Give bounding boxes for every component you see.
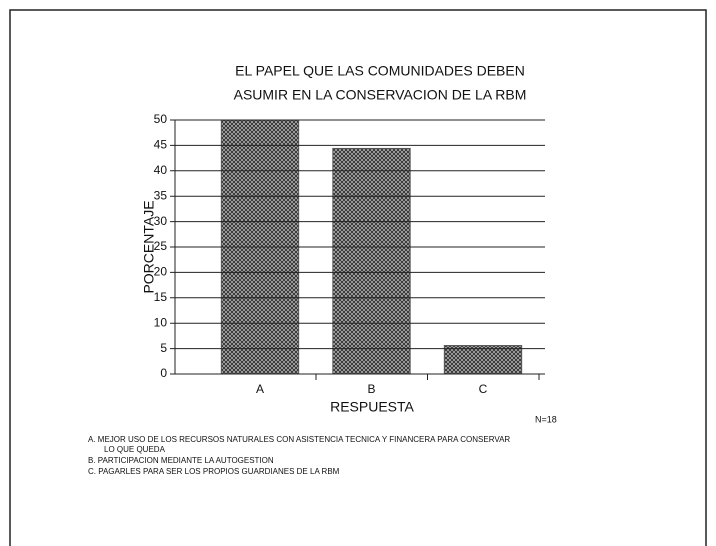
y-tick-label: 40 [154,163,168,177]
x-tick-label: B [367,382,375,396]
frame [9,9,707,546]
y-tick-label: 45 [154,138,168,152]
y-tick-label: 50 [154,112,168,126]
y-tick-label: 25 [154,239,168,253]
note: B. PARTICIPACION MEDIANTE LA AUTOGESTION [88,456,274,465]
x-tick-label: A [256,382,264,396]
y-tick-label: 20 [154,265,168,279]
annotation: N=18 [535,414,557,424]
y-tick-label: 35 [154,188,168,202]
note: C. PAGARLES PARA SER LOS PROPIOS GUARDIA… [88,467,340,476]
y-tick-label: 15 [154,290,168,304]
y-axis-label: PORCENTAJE [141,200,157,293]
y-tick-label: 5 [160,341,167,355]
y-tick-label: 10 [154,315,168,329]
note: LO QUE QUEDA [104,445,166,454]
bar [332,147,411,375]
y-tick-label: 0 [160,366,167,380]
x-tick-label: C [479,382,488,396]
note: A. MEJOR USO DE LOS RECURSOS NATURALES C… [88,435,510,444]
x-axis-label: RESPUESTA [330,399,414,415]
chart-title: EL PAPEL QUE LAS COMUNIDADES DEBEN [235,63,525,79]
chart-title: ASUMIR EN LA CONSERVACION DE LA RBM [234,87,527,103]
y-tick-label: 30 [154,214,168,228]
bar [443,345,523,375]
